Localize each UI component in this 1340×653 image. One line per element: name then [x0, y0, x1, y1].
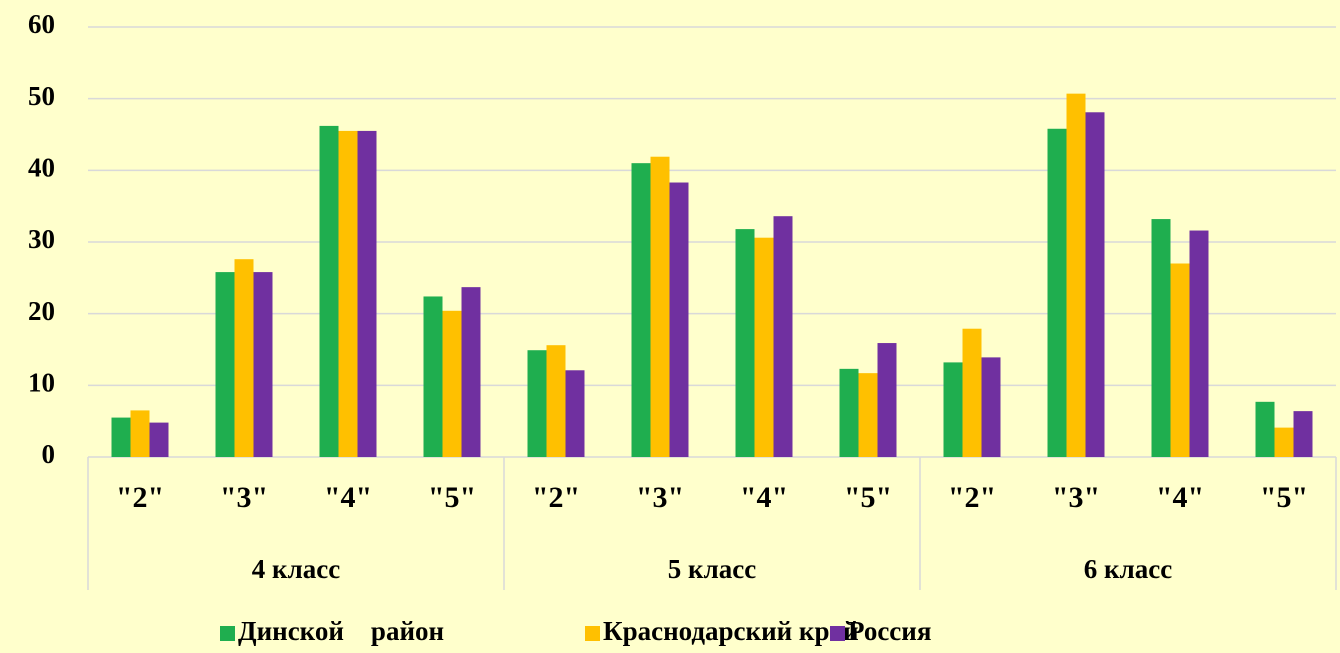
bar [877, 343, 897, 457]
bar [527, 350, 547, 457]
bar [253, 272, 273, 457]
bar [773, 216, 793, 457]
x-tick-label: "5" [844, 481, 892, 514]
bar [631, 163, 651, 457]
bar [650, 156, 670, 457]
legend-swatch [220, 626, 235, 641]
bar [962, 328, 982, 457]
bar [215, 272, 235, 457]
group-label: 4 класс [252, 554, 340, 584]
x-tick-label: "5" [428, 481, 476, 514]
x-tick-label: "4" [740, 481, 788, 514]
bar [546, 345, 566, 457]
bar [234, 259, 254, 457]
x-tick-label: "4" [324, 481, 372, 514]
bar [111, 417, 131, 457]
bar [1047, 128, 1067, 457]
bar [338, 130, 358, 457]
x-tick-label: "4" [1156, 481, 1204, 514]
x-tick-label: "3" [220, 481, 268, 514]
y-tick-label: 10 [28, 368, 55, 398]
bar [981, 357, 1001, 457]
x-tick-label: "2" [116, 481, 164, 514]
bar [319, 125, 339, 458]
group-label: 5 класс [668, 554, 756, 584]
x-tick-label: "5" [1260, 481, 1308, 514]
bar [130, 410, 150, 457]
x-tick-label: "3" [1052, 481, 1100, 514]
y-tick-label: 0 [42, 439, 56, 469]
bar [754, 237, 774, 457]
y-tick-label: 40 [28, 153, 55, 183]
legend-label: Краснодарский край [603, 616, 859, 646]
bar [1189, 230, 1209, 457]
bar [1255, 401, 1275, 457]
legend-label: Динской район [238, 616, 444, 646]
bar [423, 296, 443, 457]
legend-swatch [830, 626, 845, 641]
y-tick-label: 30 [28, 224, 55, 254]
bar [858, 373, 878, 457]
bar [565, 370, 585, 457]
group-label: 6 класс [1084, 554, 1172, 584]
bar [1151, 219, 1171, 457]
bar [943, 362, 963, 457]
legend-swatch [585, 626, 600, 641]
bar [1293, 411, 1313, 457]
y-tick-label: 60 [28, 9, 55, 39]
y-tick-label: 20 [28, 296, 55, 326]
legend-label: Россия [848, 616, 931, 646]
bar [461, 287, 481, 457]
x-tick-label: "2" [532, 481, 580, 514]
x-tick-label: "2" [948, 481, 996, 514]
y-tick-label: 50 [28, 81, 55, 111]
bar [1170, 263, 1190, 457]
bar [1085, 112, 1105, 458]
bar [669, 182, 689, 457]
bar [1274, 427, 1294, 457]
bar [1066, 93, 1086, 458]
x-tick-label: "3" [636, 481, 684, 514]
bar [735, 229, 755, 457]
bar [442, 310, 462, 457]
bar [839, 368, 859, 457]
bar [357, 130, 377, 457]
bar [149, 422, 169, 457]
